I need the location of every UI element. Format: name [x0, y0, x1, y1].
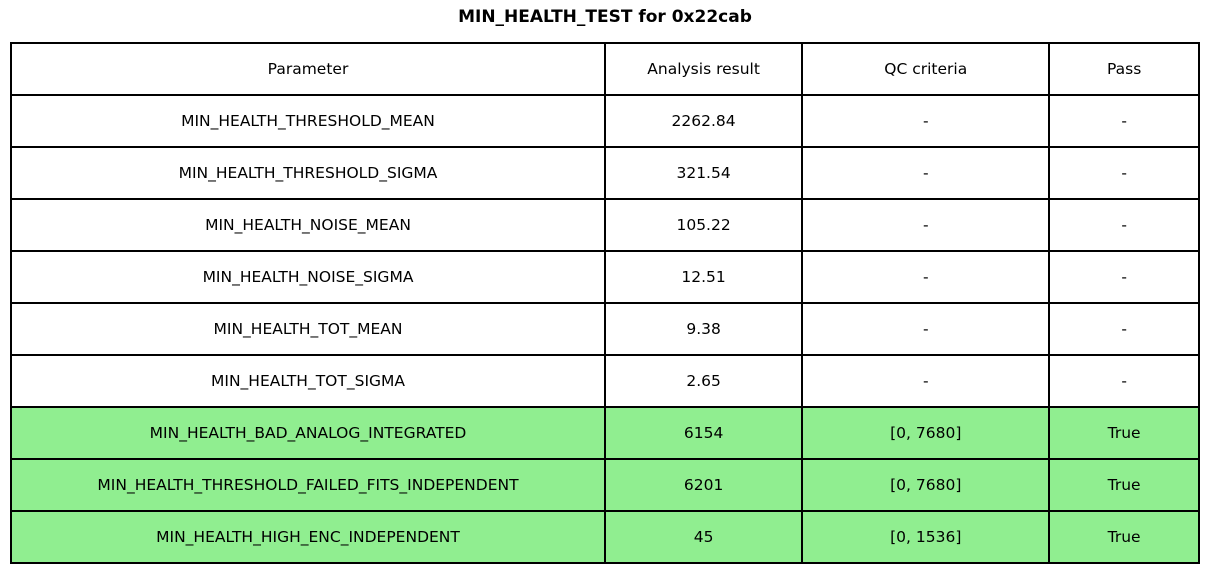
- qc-criteria-cell: -: [801, 94, 1051, 148]
- parameter-cell: MIN_HEALTH_NOISE_SIGMA: [10, 250, 606, 304]
- figure-title: MIN_HEALTH_TEST for 0x22cab: [458, 7, 752, 27]
- qc-criteria-cell: -: [801, 146, 1051, 200]
- table-row: MIN_HEALTH_THRESHOLD_MEAN 2262.84- -: [10, 94, 1200, 148]
- table-row: MIN_HEALTH_NOISE_SIGMA 12.51- -: [10, 250, 1200, 304]
- qc-criteria-cell: -: [801, 250, 1051, 304]
- parameter-cell: MIN_HEALTH_THRESHOLD_MEAN: [10, 94, 606, 148]
- analysis-result-cell: 2.65: [603, 354, 804, 408]
- parameter-cell: MIN_HEALTH_TOT_MEAN: [10, 302, 606, 356]
- table-row: MIN_HEALTH_TOT_MEAN 9.38- -: [10, 302, 1200, 356]
- parameter-cell: MIN_HEALTH_TOT_SIGMA: [10, 354, 606, 408]
- parameter-cell: MIN_HEALTH_NOISE_MEAN: [10, 198, 606, 252]
- parameter-cell: MIN_HEALTH_THRESHOLD_SIGMA: [10, 146, 606, 200]
- table-row: MIN_HEALTH_HIGH_ENC_INDEPENDENT 45 [0, 153…: [10, 510, 1200, 564]
- parameter-cell: MIN_HEALTH_THRESHOLD_FAILED_FITS_INDEPEN…: [10, 458, 606, 512]
- pass-cell: True: [1048, 406, 1200, 460]
- analysis-result-cell: 105.22: [603, 198, 804, 252]
- pass-cell: -: [1048, 354, 1200, 408]
- table-row: MIN_HEALTH_BAD_ANALOG_INTEGRATED 6154 [0, …: [10, 406, 1200, 460]
- table-body: MIN_HEALTH_THRESHOLD_MEAN 2262.84- - MIN_HE…: [10, 94, 1200, 564]
- pass-cell: -: [1048, 146, 1200, 200]
- qc-criteria-cell: -: [801, 302, 1051, 356]
- column-header-parameter: Parameter: [10, 42, 606, 96]
- analysis-result-cell: 9.38: [603, 302, 804, 356]
- qc-criteria-cell: [0, 7680]: [801, 458, 1051, 512]
- analysis-result-cell: 321.54: [603, 146, 804, 200]
- pass-cell: -: [1048, 94, 1200, 148]
- table-row: MIN_HEALTH_NOISE_MEAN 105.22- -: [10, 198, 1200, 252]
- pass-cell: True: [1048, 458, 1200, 512]
- qc-results-table: Parameter Analysis result QC criteria Pass …: [10, 42, 1200, 564]
- parameter-cell: MIN_HEALTH_BAD_ANALOG_INTEGRATED: [10, 406, 606, 460]
- analysis-result-cell: 12.51: [603, 250, 804, 304]
- header-row: Parameter Analysis result QC criteria Pass: [10, 42, 1200, 96]
- analysis-result-cell: 2262.84: [603, 94, 804, 148]
- table-row: MIN_HEALTH_THRESHOLD_SIGMA 321.54- -: [10, 146, 1200, 200]
- column-header-qc-criteria: QC criteria: [801, 42, 1051, 96]
- table-header: Parameter Analysis result QC criteria Pass: [10, 42, 1200, 96]
- table-row: MIN_HEALTH_TOT_SIGMA 2.65- -: [10, 354, 1200, 408]
- pass-cell: -: [1048, 198, 1200, 252]
- analysis-result-cell: 6201: [603, 458, 804, 512]
- qc-criteria-cell: -: [801, 354, 1051, 408]
- column-header-pass: Pass: [1048, 42, 1200, 96]
- pass-cell: -: [1048, 302, 1200, 356]
- analysis-result-cell: 6154: [603, 406, 804, 460]
- column-header-analysis-result: Analysis result: [603, 42, 804, 96]
- parameter-cell: MIN_HEALTH_HIGH_ENC_INDEPENDENT: [10, 510, 606, 564]
- pass-cell: True: [1048, 510, 1200, 564]
- pass-cell: -: [1048, 250, 1200, 304]
- qc-criteria-cell: [0, 7680]: [801, 406, 1051, 460]
- table-row: MIN_HEALTH_THRESHOLD_FAILED_FITS_INDEPEN…: [10, 458, 1200, 512]
- analysis-result-cell: 45: [603, 510, 804, 564]
- qc-criteria-cell: [0, 1536]: [801, 510, 1051, 564]
- qc-criteria-cell: -: [801, 198, 1051, 252]
